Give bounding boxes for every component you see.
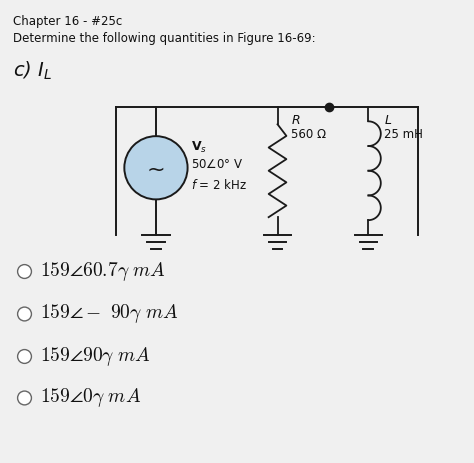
Text: $159\angle 60.7°\ \mathit{mA}$: $159\angle 60.7°\ \mathit{mA}$ xyxy=(40,260,166,283)
Text: 25 mH: 25 mH xyxy=(384,128,423,141)
Text: $R$: $R$ xyxy=(292,114,301,127)
Text: $159\angle 0°\ \mathit{mA}$: $159\angle 0°\ \mathit{mA}$ xyxy=(40,387,141,409)
Text: 50$\angle$0° V: 50$\angle$0° V xyxy=(191,158,243,171)
Circle shape xyxy=(18,307,31,321)
Text: $f$ = 2 kHz: $f$ = 2 kHz xyxy=(191,178,246,192)
Text: $\mathbf{V}_s$: $\mathbf{V}_s$ xyxy=(191,140,207,155)
Text: c) $I_L$: c) $I_L$ xyxy=(13,60,52,82)
Text: Determine the following quantities in Figure 16-69:: Determine the following quantities in Fi… xyxy=(13,32,315,45)
Text: $159\angle 90°\ \mathit{mA}$: $159\angle 90°\ \mathit{mA}$ xyxy=(40,345,151,368)
Text: $L$: $L$ xyxy=(384,114,392,127)
Text: ~: ~ xyxy=(146,160,165,180)
Text: $159\angle -\ 90°\ \mathit{mA}$: $159\angle -\ 90°\ \mathit{mA}$ xyxy=(40,302,179,325)
Circle shape xyxy=(18,391,31,405)
Circle shape xyxy=(18,350,31,363)
Circle shape xyxy=(124,136,188,200)
Circle shape xyxy=(18,264,31,278)
Text: Chapter 16 - #25c: Chapter 16 - #25c xyxy=(13,15,122,28)
Text: 560 Ω: 560 Ω xyxy=(292,128,327,141)
